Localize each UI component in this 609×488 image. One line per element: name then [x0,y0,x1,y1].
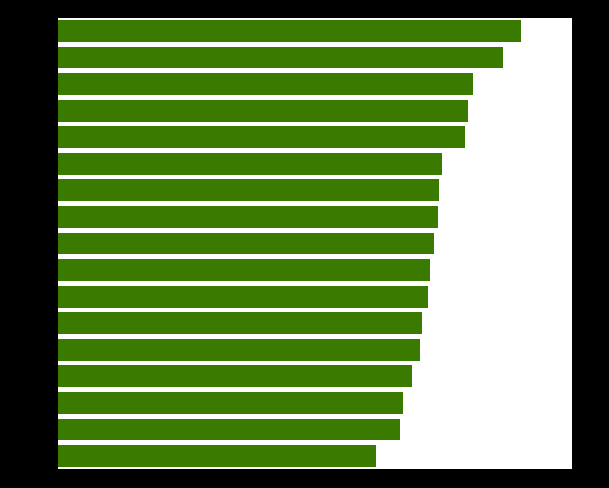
Bar [58,21,521,42]
Bar [58,446,376,467]
Bar [58,339,420,361]
Bar [58,101,468,122]
Bar [58,127,465,149]
Bar [58,286,428,308]
Bar [58,180,439,202]
Bar [58,74,473,96]
Bar [58,47,503,69]
Bar [58,260,430,282]
Bar [58,313,422,334]
Bar [58,392,403,414]
Bar [58,206,438,228]
Bar [58,233,434,255]
Bar [58,419,400,441]
Bar [58,366,412,387]
Bar [58,154,442,175]
